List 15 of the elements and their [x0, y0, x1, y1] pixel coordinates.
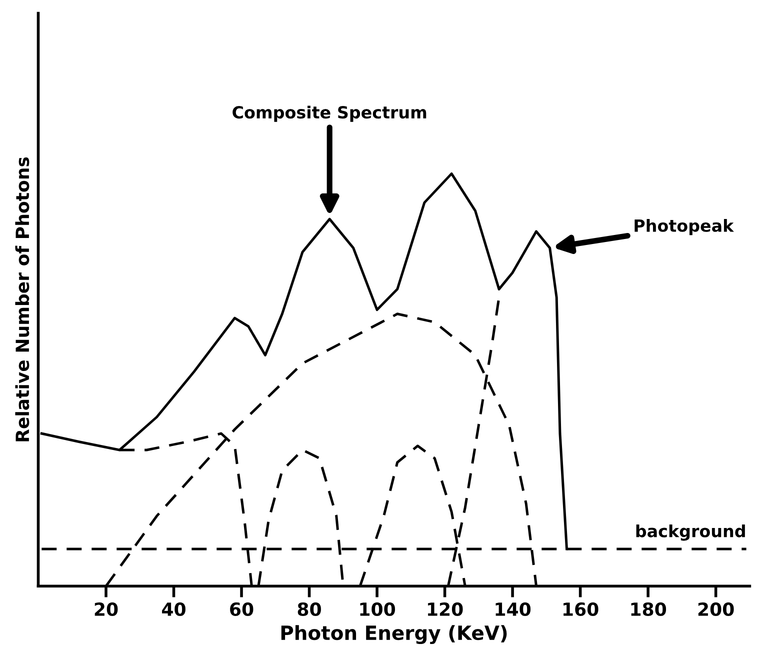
- x-axis-title: Photon Energy (KeV): [281, 625, 507, 644]
- annotation: Photopeak: [634, 219, 734, 236]
- x-tick-label: 160: [564, 602, 598, 616]
- x-tick-label: 80: [298, 602, 321, 616]
- x-tick-label: 180: [631, 602, 666, 616]
- x-tick-label: 140: [496, 602, 531, 616]
- y-axis-title: Relative Number of Photons: [15, 157, 30, 442]
- x-tick-label: 40: [162, 602, 186, 616]
- x-tick-label: 120: [428, 602, 463, 616]
- annotation: Composite Spectrum: [232, 106, 426, 122]
- x-tick-label: 20: [94, 602, 118, 616]
- x-tick-label: 100: [360, 602, 396, 616]
- x-tick-label: 200: [698, 602, 734, 616]
- x-tick-label: 60: [230, 602, 254, 616]
- series-label: background: [636, 524, 745, 541]
